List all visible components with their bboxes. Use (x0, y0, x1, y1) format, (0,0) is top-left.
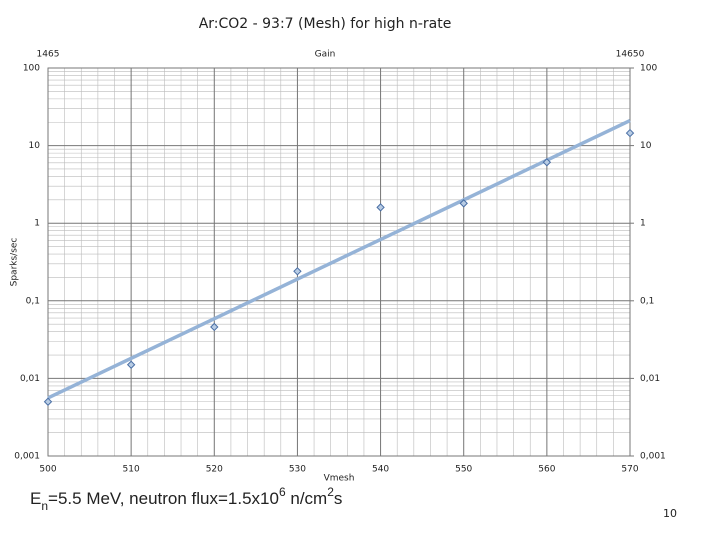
annotation-part: E (30, 489, 41, 508)
y-tick-label: 10 (29, 141, 41, 151)
y-tick-label: 0,001 (14, 452, 40, 462)
x-tick-label: 530 (289, 465, 306, 475)
trendline (47, 119, 631, 400)
data-point (126, 360, 136, 369)
x2-tick-label: 14650 (616, 50, 645, 60)
y2-tick-label: 0,1 (640, 296, 654, 306)
x-tick-label: 560 (538, 465, 555, 475)
y-tick-label: 0,01 (20, 374, 40, 384)
x-tick-label: 520 (206, 465, 223, 475)
annotation-part: n (41, 499, 48, 513)
data-point (293, 267, 302, 276)
x-tick-label: 510 (123, 465, 140, 475)
y2-tick-label: 10 (640, 141, 652, 151)
annotation-part: s (334, 489, 343, 508)
x-tick-label: 500 (39, 465, 56, 475)
annotation: En=5.5 MeV, neutron flux=1.5x106 n/cm2s (30, 485, 342, 513)
data-point (625, 128, 635, 138)
y2-tick-label: 0,001 (640, 452, 666, 462)
annotation-part: n/cm (286, 489, 328, 508)
data-point (459, 199, 468, 208)
x-axis-label: Vmesh (324, 474, 355, 484)
annotation-part: 6 (279, 485, 286, 499)
data-point (43, 397, 53, 406)
x-tick-label: 570 (621, 465, 638, 475)
y2-tick-label: 1 (640, 219, 646, 229)
x-tick-label: 550 (455, 465, 472, 475)
data-point (210, 322, 219, 332)
annotation-part: 2 (327, 485, 334, 499)
y2-tick-label: 0,01 (640, 374, 660, 384)
x-tick-label: 540 (372, 465, 389, 475)
y-axis-label: Sparks/sec (10, 238, 20, 287)
y-tick-label: 1 (34, 219, 40, 229)
x2-tick-label: 1465 (37, 50, 60, 60)
plot-area (47, 67, 631, 457)
y2-tick-label: 100 (640, 64, 657, 74)
data-point (376, 203, 385, 212)
annotation-part: =5.5 MeV, neutron flux=1.5x10 (48, 489, 279, 508)
page-number: 10 (663, 507, 677, 520)
data-point (542, 158, 552, 167)
y-tick-label: 100 (23, 64, 40, 74)
x2-axis-label: Gain (315, 50, 336, 60)
chart-title: Ar:CO2 - 93:7 (Mesh) for high n-rate (199, 16, 452, 32)
y-tick-label: 0,1 (26, 296, 40, 306)
